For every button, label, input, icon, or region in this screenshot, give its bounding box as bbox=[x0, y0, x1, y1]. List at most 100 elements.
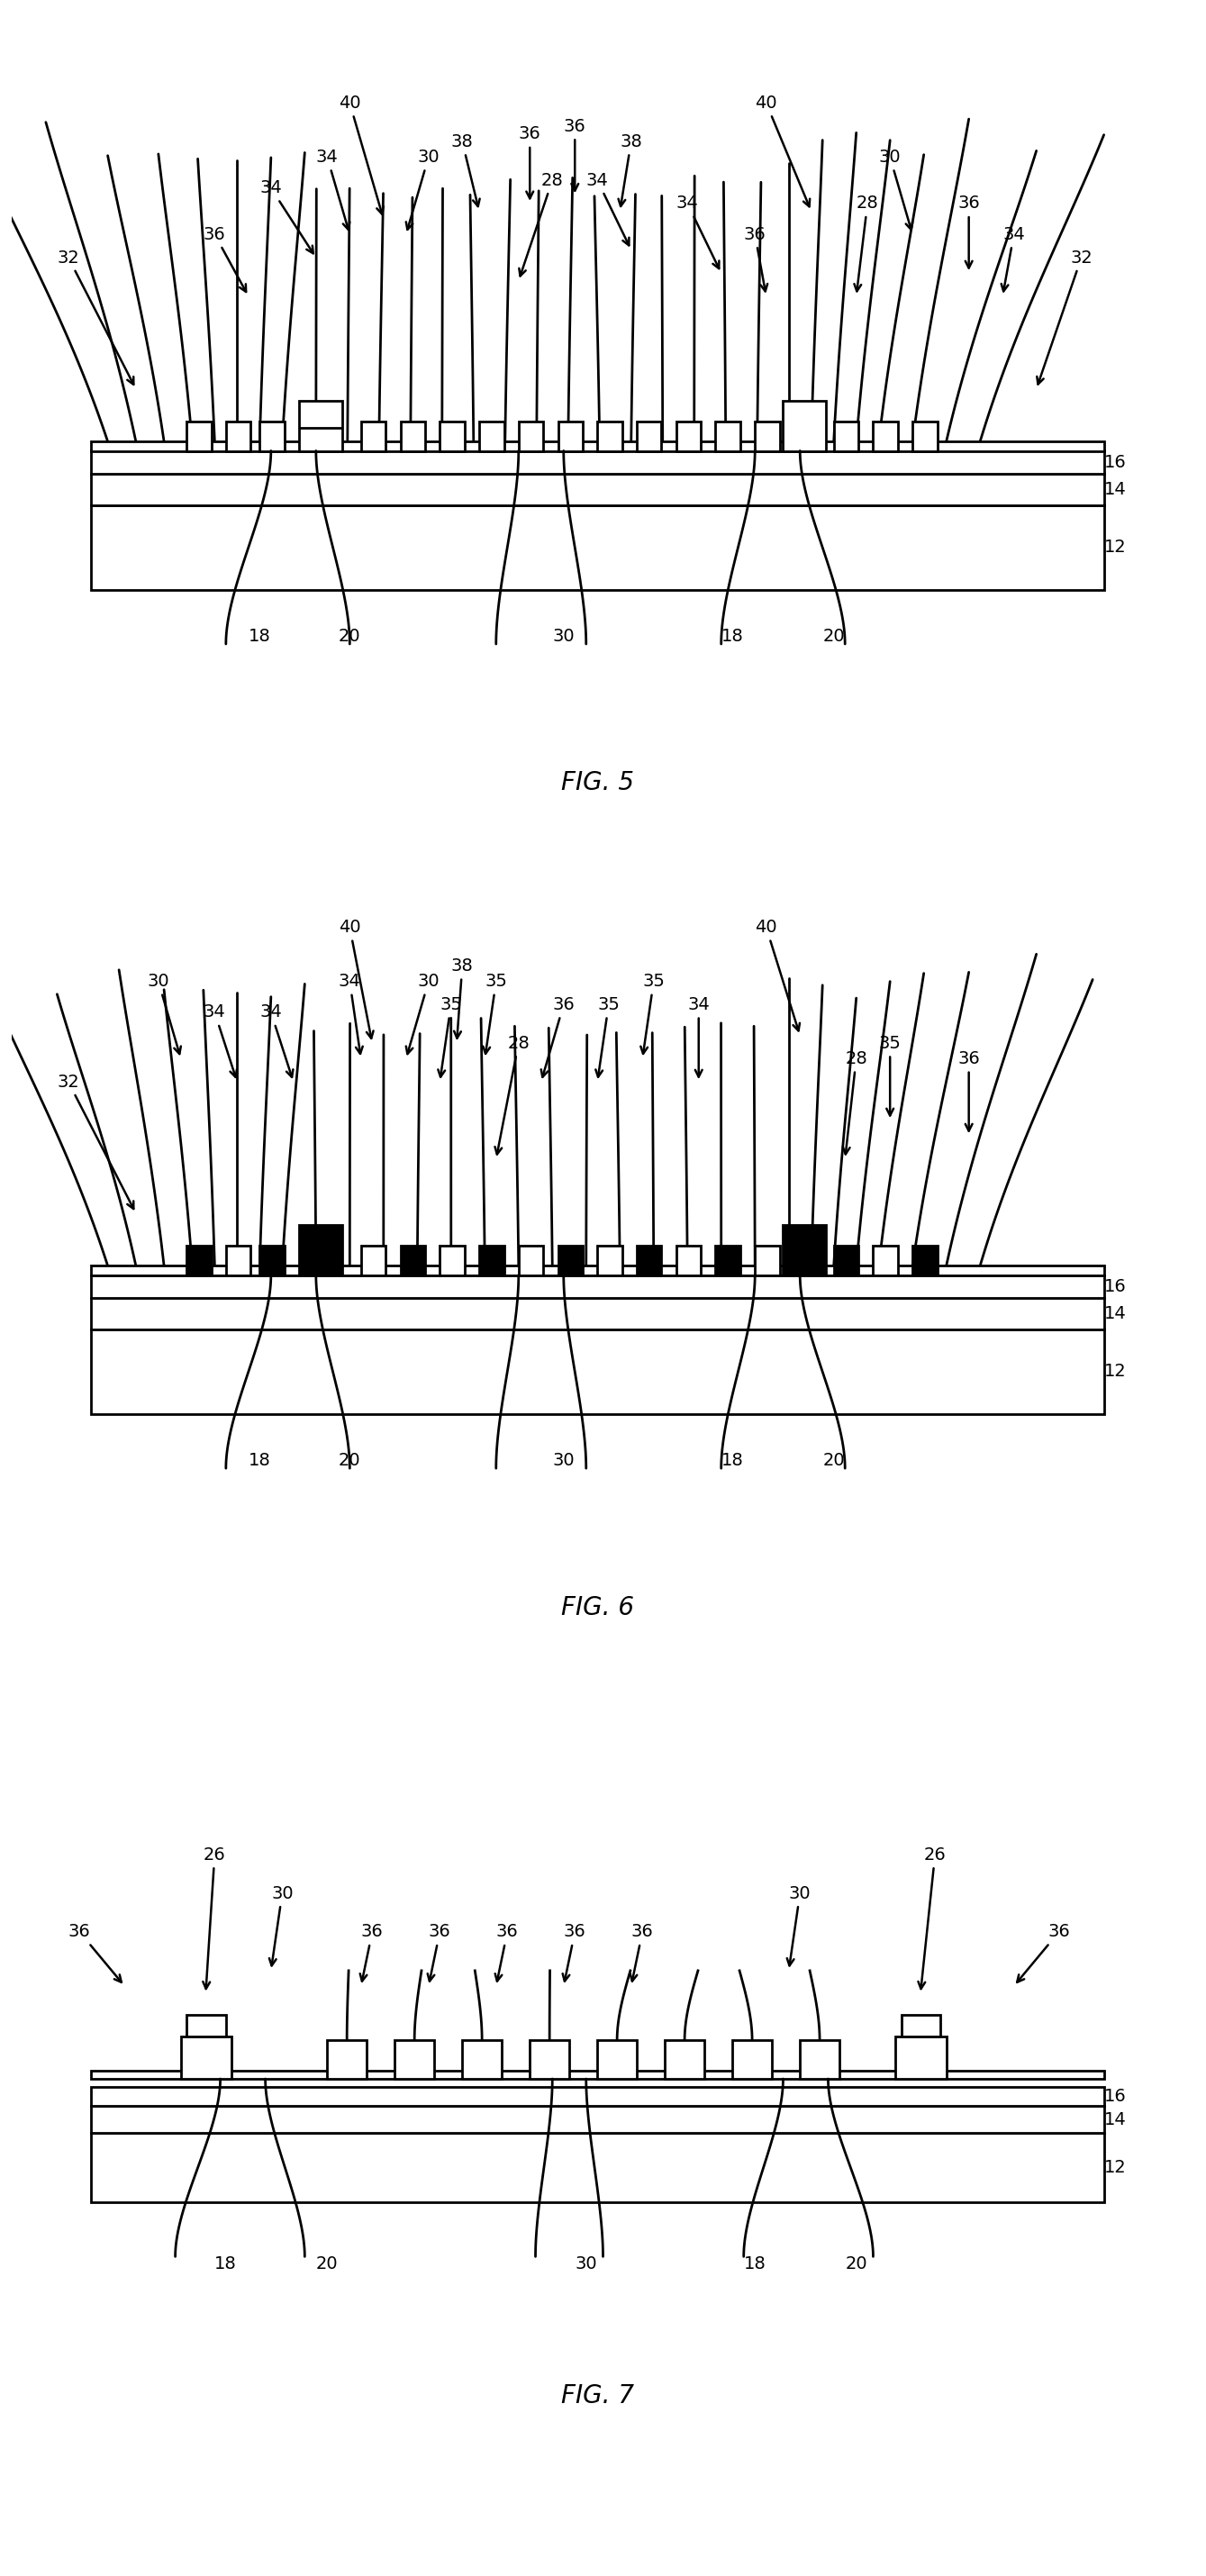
Text: 34: 34 bbox=[339, 974, 363, 1054]
Bar bbox=[90, 1265, 1103, 1275]
Text: 30: 30 bbox=[575, 2257, 597, 2272]
Bar bbox=[479, 422, 504, 451]
Bar bbox=[755, 422, 780, 451]
Text: 34: 34 bbox=[586, 173, 630, 245]
Text: 40: 40 bbox=[755, 920, 800, 1030]
Text: 14: 14 bbox=[1103, 1306, 1126, 1321]
Bar bbox=[327, 2040, 367, 2079]
Bar bbox=[462, 2040, 502, 2079]
Bar bbox=[715, 1247, 740, 1275]
Bar bbox=[833, 422, 859, 451]
Text: 30: 30 bbox=[406, 974, 440, 1054]
Bar bbox=[440, 422, 464, 451]
Text: 34: 34 bbox=[259, 1005, 293, 1077]
Bar bbox=[558, 1247, 582, 1275]
Bar bbox=[715, 422, 740, 451]
Bar bbox=[913, 1247, 937, 1275]
Bar bbox=[732, 2040, 772, 2079]
Text: 30: 30 bbox=[879, 149, 913, 229]
Text: 16: 16 bbox=[1103, 1278, 1126, 1296]
Text: 30: 30 bbox=[552, 629, 574, 644]
Text: 30: 30 bbox=[552, 1453, 574, 1468]
Bar bbox=[90, 1275, 1103, 1298]
Text: 16: 16 bbox=[1103, 453, 1126, 471]
Text: 34: 34 bbox=[316, 149, 350, 229]
Bar bbox=[783, 1226, 826, 1275]
Bar bbox=[558, 422, 582, 451]
Bar bbox=[299, 399, 341, 451]
Bar bbox=[677, 422, 701, 451]
Text: 18: 18 bbox=[215, 2257, 236, 2272]
Text: 18: 18 bbox=[248, 1453, 270, 1468]
Bar bbox=[597, 2040, 637, 2079]
Text: FIG. 6: FIG. 6 bbox=[561, 1595, 634, 1620]
Bar bbox=[873, 1247, 898, 1275]
Text: 40: 40 bbox=[339, 95, 384, 214]
Bar bbox=[800, 2040, 839, 2079]
Bar bbox=[361, 422, 386, 451]
Text: 36: 36 bbox=[958, 1051, 980, 1131]
Bar bbox=[896, 2035, 947, 2079]
Text: 36: 36 bbox=[519, 126, 541, 198]
Bar bbox=[873, 422, 898, 451]
Bar bbox=[440, 1247, 464, 1275]
Bar bbox=[597, 422, 622, 451]
Bar bbox=[783, 399, 826, 451]
Text: 30: 30 bbox=[147, 974, 181, 1054]
Text: 20: 20 bbox=[339, 629, 361, 644]
Text: FIG. 5: FIG. 5 bbox=[561, 770, 634, 796]
Bar bbox=[665, 2040, 704, 2079]
Text: 36: 36 bbox=[631, 1924, 654, 1981]
Bar bbox=[913, 422, 937, 451]
Text: 34: 34 bbox=[204, 1005, 236, 1077]
Text: 28: 28 bbox=[843, 1051, 867, 1154]
Text: 16: 16 bbox=[1103, 2089, 1126, 2105]
Bar bbox=[90, 2107, 1103, 2133]
Bar bbox=[519, 1247, 544, 1275]
Text: 20: 20 bbox=[339, 1453, 361, 1468]
Text: 18: 18 bbox=[744, 2257, 766, 2272]
Text: 36: 36 bbox=[69, 1924, 122, 1984]
Text: 12: 12 bbox=[1103, 538, 1126, 556]
Text: 35: 35 bbox=[596, 997, 620, 1077]
Text: 30: 30 bbox=[269, 1886, 293, 1965]
Bar bbox=[677, 1247, 701, 1275]
Text: 18: 18 bbox=[721, 629, 743, 644]
Text: 32: 32 bbox=[57, 250, 134, 384]
Text: 36: 36 bbox=[744, 227, 767, 291]
Bar bbox=[519, 422, 544, 451]
Bar bbox=[90, 451, 1103, 474]
Bar bbox=[400, 1247, 426, 1275]
Bar bbox=[90, 1298, 1103, 1329]
Text: 12: 12 bbox=[1103, 1363, 1126, 1381]
Text: 14: 14 bbox=[1103, 2112, 1126, 2128]
Text: 36: 36 bbox=[563, 118, 586, 191]
Text: 18: 18 bbox=[721, 1453, 743, 1468]
Text: 34: 34 bbox=[677, 196, 719, 268]
Text: 35: 35 bbox=[879, 1036, 901, 1115]
Text: 32: 32 bbox=[57, 1074, 134, 1208]
Bar bbox=[90, 2133, 1103, 2202]
Bar bbox=[187, 1247, 211, 1275]
Bar bbox=[226, 422, 251, 451]
Bar bbox=[361, 1247, 386, 1275]
Text: 20: 20 bbox=[316, 2257, 338, 2272]
Text: 34: 34 bbox=[687, 997, 710, 1077]
Bar bbox=[833, 1247, 859, 1275]
Text: 34: 34 bbox=[259, 180, 314, 252]
Text: 36: 36 bbox=[496, 1924, 519, 1981]
Text: 40: 40 bbox=[755, 95, 810, 206]
Bar bbox=[901, 2014, 941, 2035]
Text: 26: 26 bbox=[203, 1847, 226, 1989]
Text: 14: 14 bbox=[1103, 482, 1126, 497]
Text: 38: 38 bbox=[619, 134, 643, 206]
Text: 40: 40 bbox=[339, 920, 374, 1038]
Bar bbox=[479, 1247, 504, 1275]
Bar bbox=[226, 1247, 251, 1275]
Text: 36: 36 bbox=[361, 1924, 384, 1981]
Bar bbox=[90, 2087, 1103, 2107]
Bar bbox=[637, 1247, 662, 1275]
Bar bbox=[755, 1247, 780, 1275]
Text: 36: 36 bbox=[1017, 1924, 1070, 1984]
Text: 34: 34 bbox=[1001, 227, 1025, 291]
